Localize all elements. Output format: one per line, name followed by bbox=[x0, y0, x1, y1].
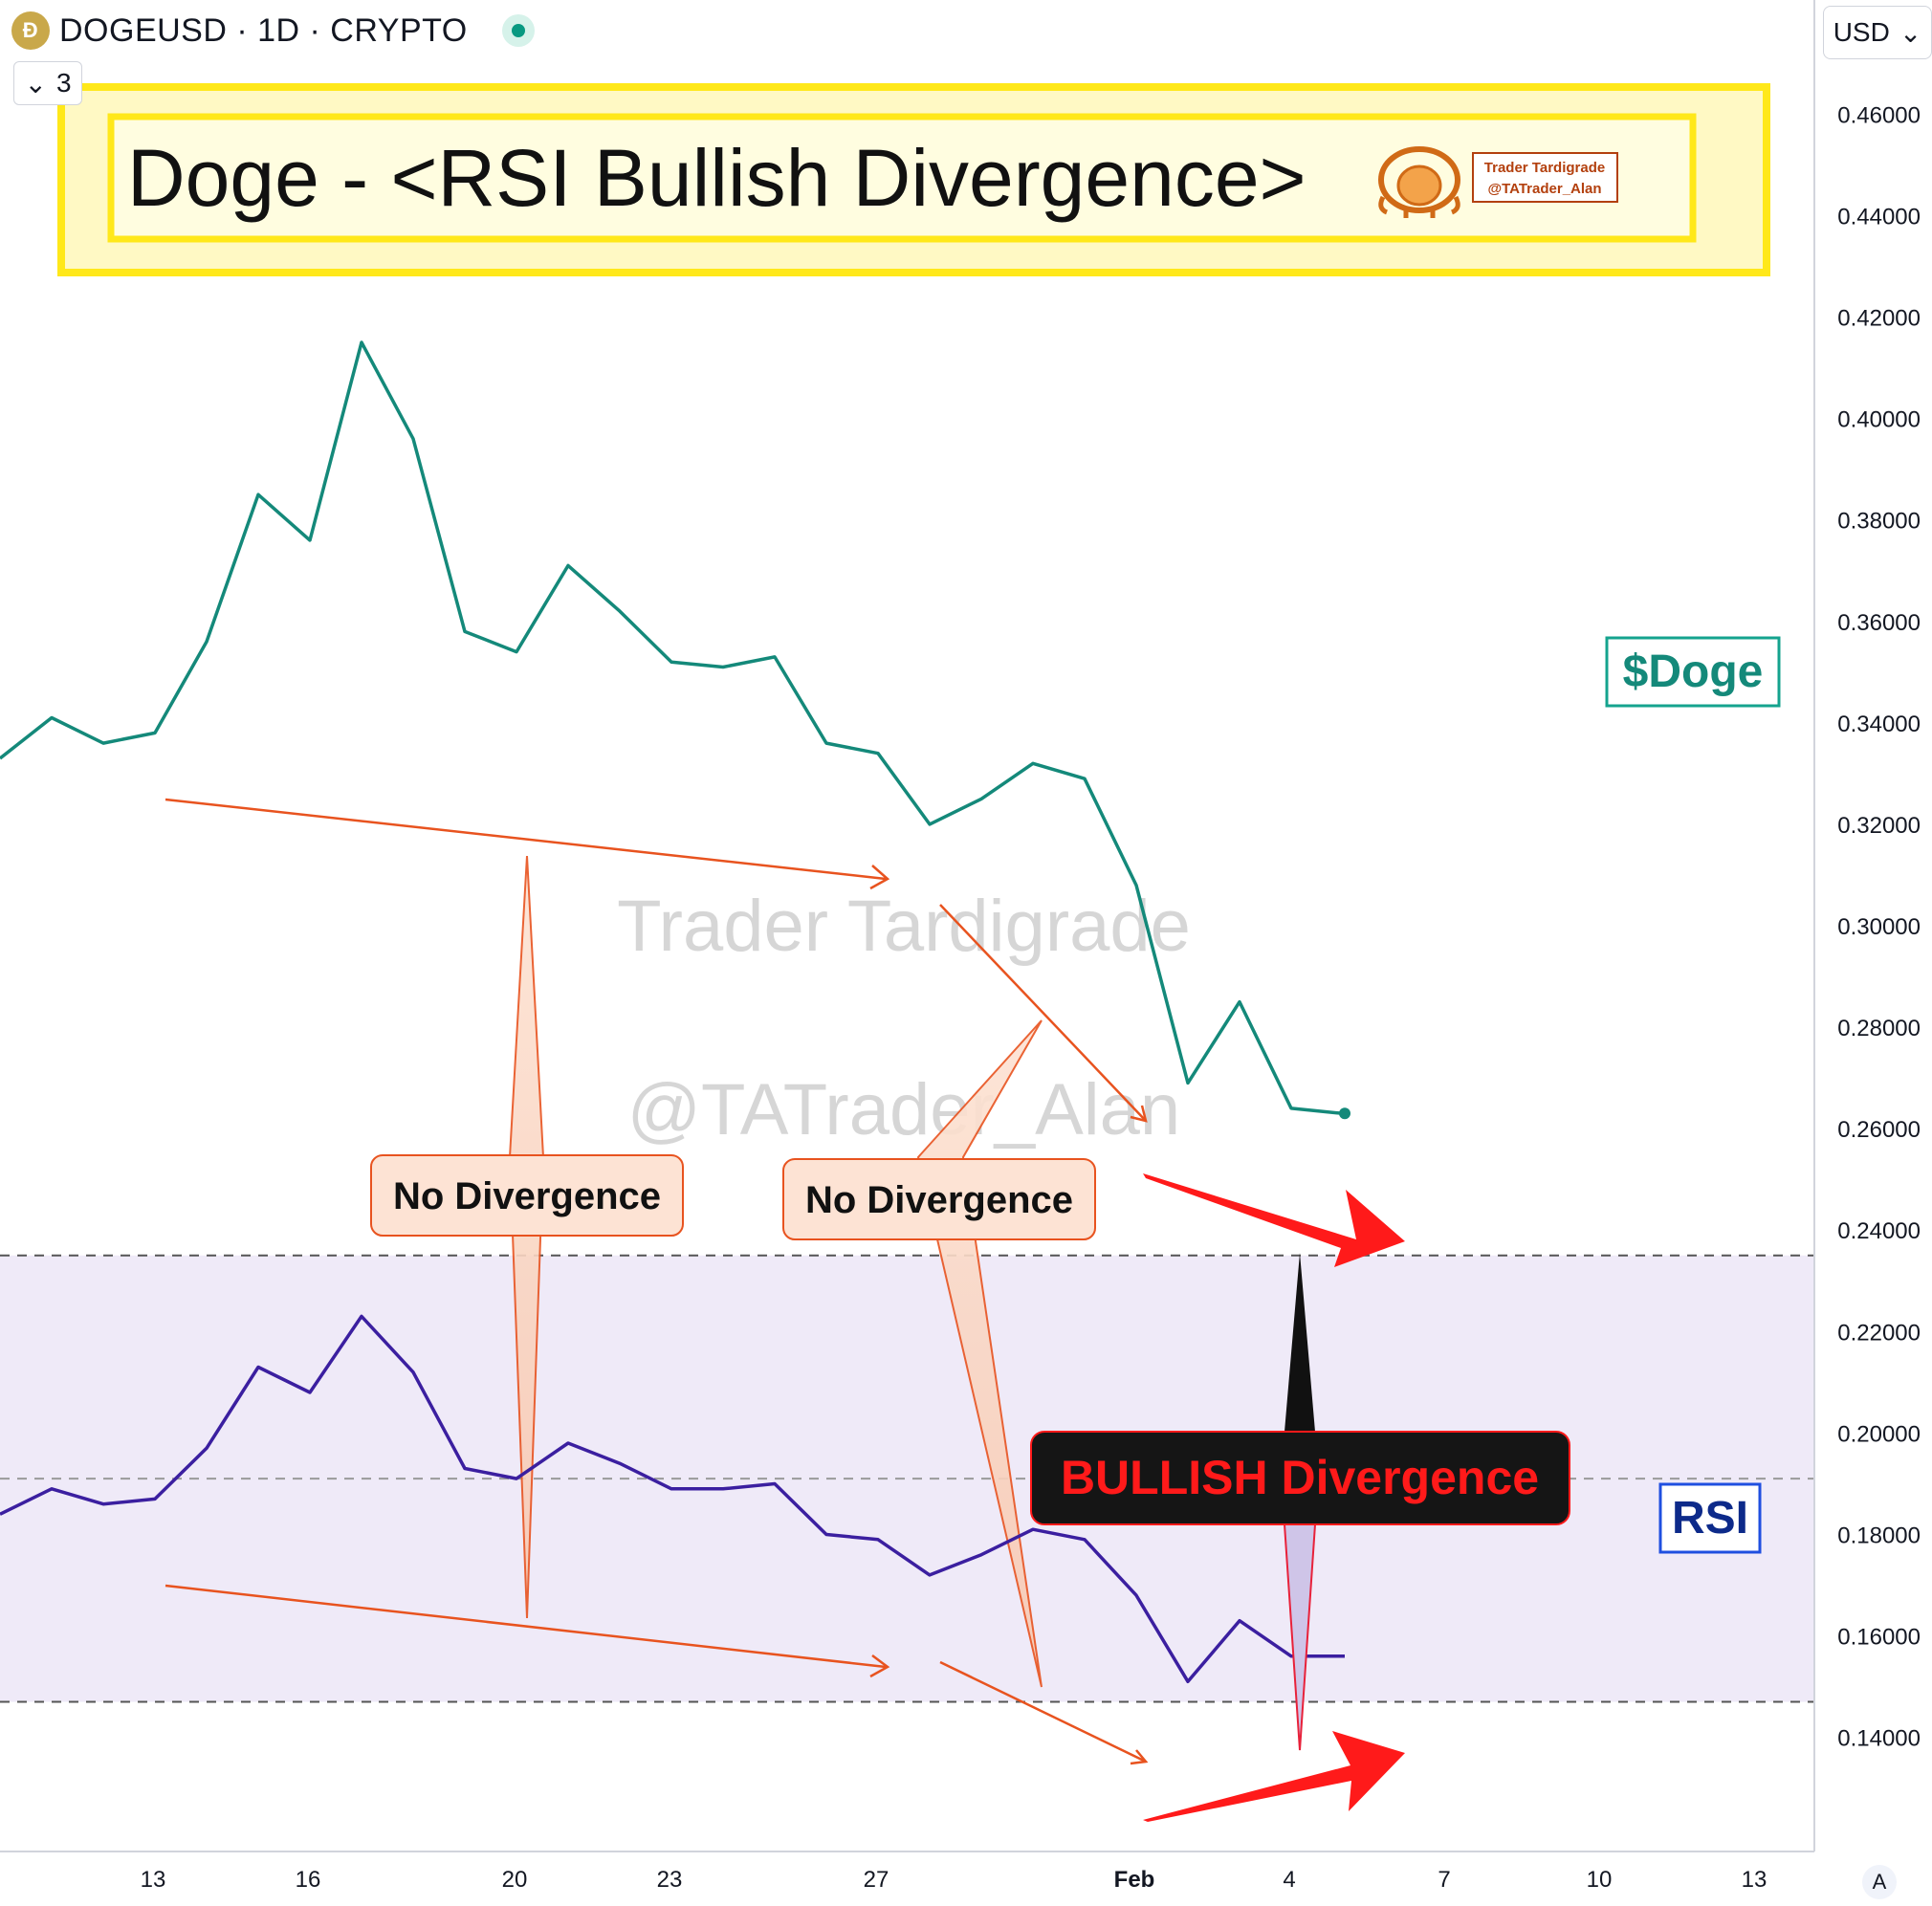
price-axis[interactable] bbox=[1814, 0, 1932, 1901]
no-divergence-label-1: No Divergence bbox=[393, 1175, 661, 1217]
y-tick-labels: 0.14000 0.16000 0.18000 0.20000 0.22000 0.240… bbox=[1837, 102, 1921, 1751]
market-status-icon bbox=[501, 14, 535, 47]
red-arrow-down bbox=[1143, 1173, 1405, 1267]
watermark-line1: Trader Tardigrade bbox=[617, 886, 1191, 967]
x-tick-0: 13 bbox=[141, 1867, 166, 1893]
y-tick-0: 0.14000 bbox=[1837, 1726, 1921, 1752]
x-tick-8: 10 bbox=[1587, 1867, 1613, 1893]
tardigrade-logo-icon bbox=[1378, 146, 1460, 218]
y-tick-9: 0.32000 bbox=[1837, 813, 1921, 839]
currency-select[interactable]: USD ⌄ bbox=[1823, 6, 1932, 59]
rsi-label-box bbox=[1658, 1482, 1762, 1554]
bullish-beam-top bbox=[1284, 1253, 1315, 1432]
trend-arrows bbox=[165, 798, 1149, 1765]
y-tick-16: 0.46000 bbox=[1837, 102, 1921, 128]
last-price-dot bbox=[1339, 1107, 1350, 1120]
chevron-down-icon: ⌄ bbox=[1899, 17, 1922, 48]
doge-label-box bbox=[1605, 636, 1781, 708]
x-tick-3: 23 bbox=[657, 1867, 683, 1893]
y-tick-1: 0.16000 bbox=[1837, 1625, 1921, 1651]
y-tick-5: 0.24000 bbox=[1837, 1218, 1921, 1244]
y-tick-3: 0.20000 bbox=[1837, 1421, 1921, 1447]
x-tick-4: 27 bbox=[864, 1867, 889, 1893]
x-tick-1: 16 bbox=[296, 1867, 321, 1893]
rsi-line bbox=[0, 1314, 1345, 1684]
logo-line2: @TATrader_Alan bbox=[1487, 181, 1601, 197]
no-divergence-box-1 bbox=[370, 1154, 684, 1237]
currency-label: USD bbox=[1833, 17, 1890, 47]
symbol-title: DOGEUSD · 1D · CRYPTO bbox=[59, 11, 468, 49]
watermark-line2: @TATrader_Alan bbox=[627, 1069, 1180, 1150]
x-tick-7: 7 bbox=[1438, 1867, 1450, 1893]
logo-line1: Trader Tardigrade bbox=[1484, 160, 1605, 176]
y-tick-11: 0.36000 bbox=[1837, 610, 1921, 636]
x-tick-6: 4 bbox=[1283, 1867, 1295, 1893]
y-tick-10: 0.34000 bbox=[1837, 712, 1921, 737]
x-tick-9: 13 bbox=[1742, 1867, 1767, 1893]
x-tick-labels[interactable]: 13 16 20 23 27 Feb 4 7 10 13 bbox=[141, 1867, 1767, 1893]
no-divergence-box-2 bbox=[782, 1158, 1096, 1240]
bullish-divergence-label: BULLISH Divergence bbox=[1061, 1451, 1539, 1504]
y-tick-13: 0.40000 bbox=[1837, 407, 1921, 433]
chevron-down-icon: ⌄ bbox=[24, 68, 47, 99]
red-arrow-up bbox=[1143, 1731, 1405, 1822]
rsi-label: RSI bbox=[1672, 1493, 1748, 1544]
y-tick-8: 0.30000 bbox=[1837, 914, 1921, 940]
price-line bbox=[0, 340, 1344, 1116]
y-tick-15: 0.44000 bbox=[1837, 204, 1921, 230]
auto-scale-button[interactable]: A bbox=[1862, 1865, 1897, 1899]
logo-badge bbox=[1472, 152, 1618, 203]
bullish-divergence-box bbox=[1030, 1431, 1570, 1525]
banner-title: Doge - <RSI Bullish Divergence> bbox=[127, 133, 1306, 223]
symbol-header[interactable]: Ð DOGEUSD · 1D · CRYPTO bbox=[11, 10, 535, 52]
y-tick-4: 0.22000 bbox=[1837, 1320, 1921, 1346]
y-tick-6: 0.26000 bbox=[1837, 1117, 1921, 1143]
doge-coin-icon: Ð bbox=[11, 11, 50, 50]
y-tick-7: 0.28000 bbox=[1837, 1016, 1921, 1041]
x-tick-2: 20 bbox=[502, 1867, 528, 1893]
doge-label: $Doge bbox=[1623, 646, 1764, 697]
indicator-count: 3 bbox=[55, 68, 72, 98]
beam-left bbox=[508, 855, 545, 1619]
x-tick-5: Feb bbox=[1114, 1867, 1155, 1893]
y-tick-14: 0.42000 bbox=[1837, 306, 1921, 332]
y-tick-2: 0.18000 bbox=[1837, 1523, 1921, 1548]
y-tick-12: 0.38000 bbox=[1837, 509, 1921, 535]
indicator-collapse-button[interactable]: ⌄ 3 bbox=[13, 61, 82, 105]
no-divergence-label-2: No Divergence bbox=[805, 1179, 1073, 1221]
